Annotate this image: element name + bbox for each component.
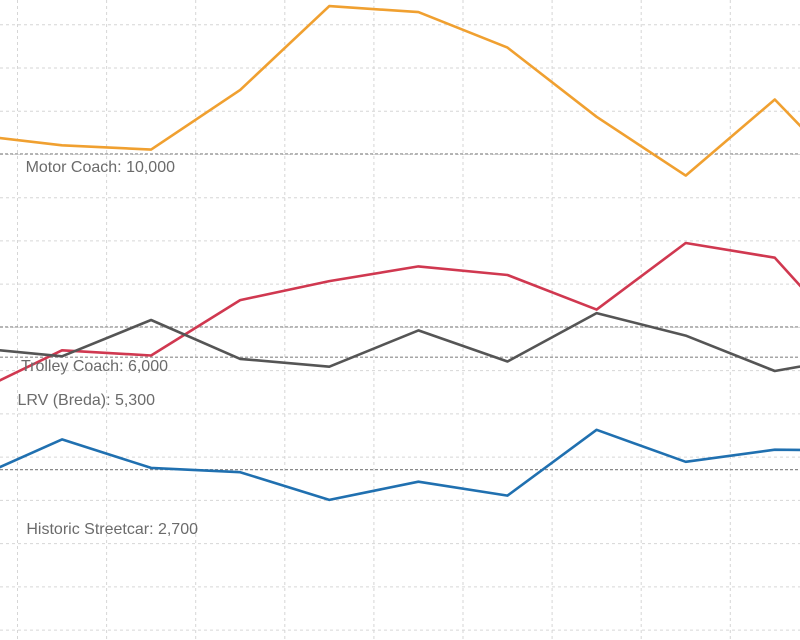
ref-label-historic-streetcar: Historic Streetcar: 2,700 — [26, 521, 198, 538]
series-line-trolley-coach — [0, 241, 800, 382]
ref-label-trolley-coach: Trolley Coach: 6,000 — [21, 358, 168, 375]
series-line-motor-coach — [0, 4, 800, 177]
reference-lines — [0, 153, 800, 471]
series-line-lrv-breda — [0, 311, 800, 373]
ref-label-lrv-breda: LRV (Breda): 5,300 — [17, 392, 155, 409]
reference-labels: Motor Coach: 10,000 Trolley Coach: 6,000… — [17, 159, 198, 538]
ref-label-motor-coach: Motor Coach: 10,000 — [26, 159, 176, 176]
series-lines — [0, 4, 800, 502]
series-line-historic-streetcar — [0, 428, 800, 502]
